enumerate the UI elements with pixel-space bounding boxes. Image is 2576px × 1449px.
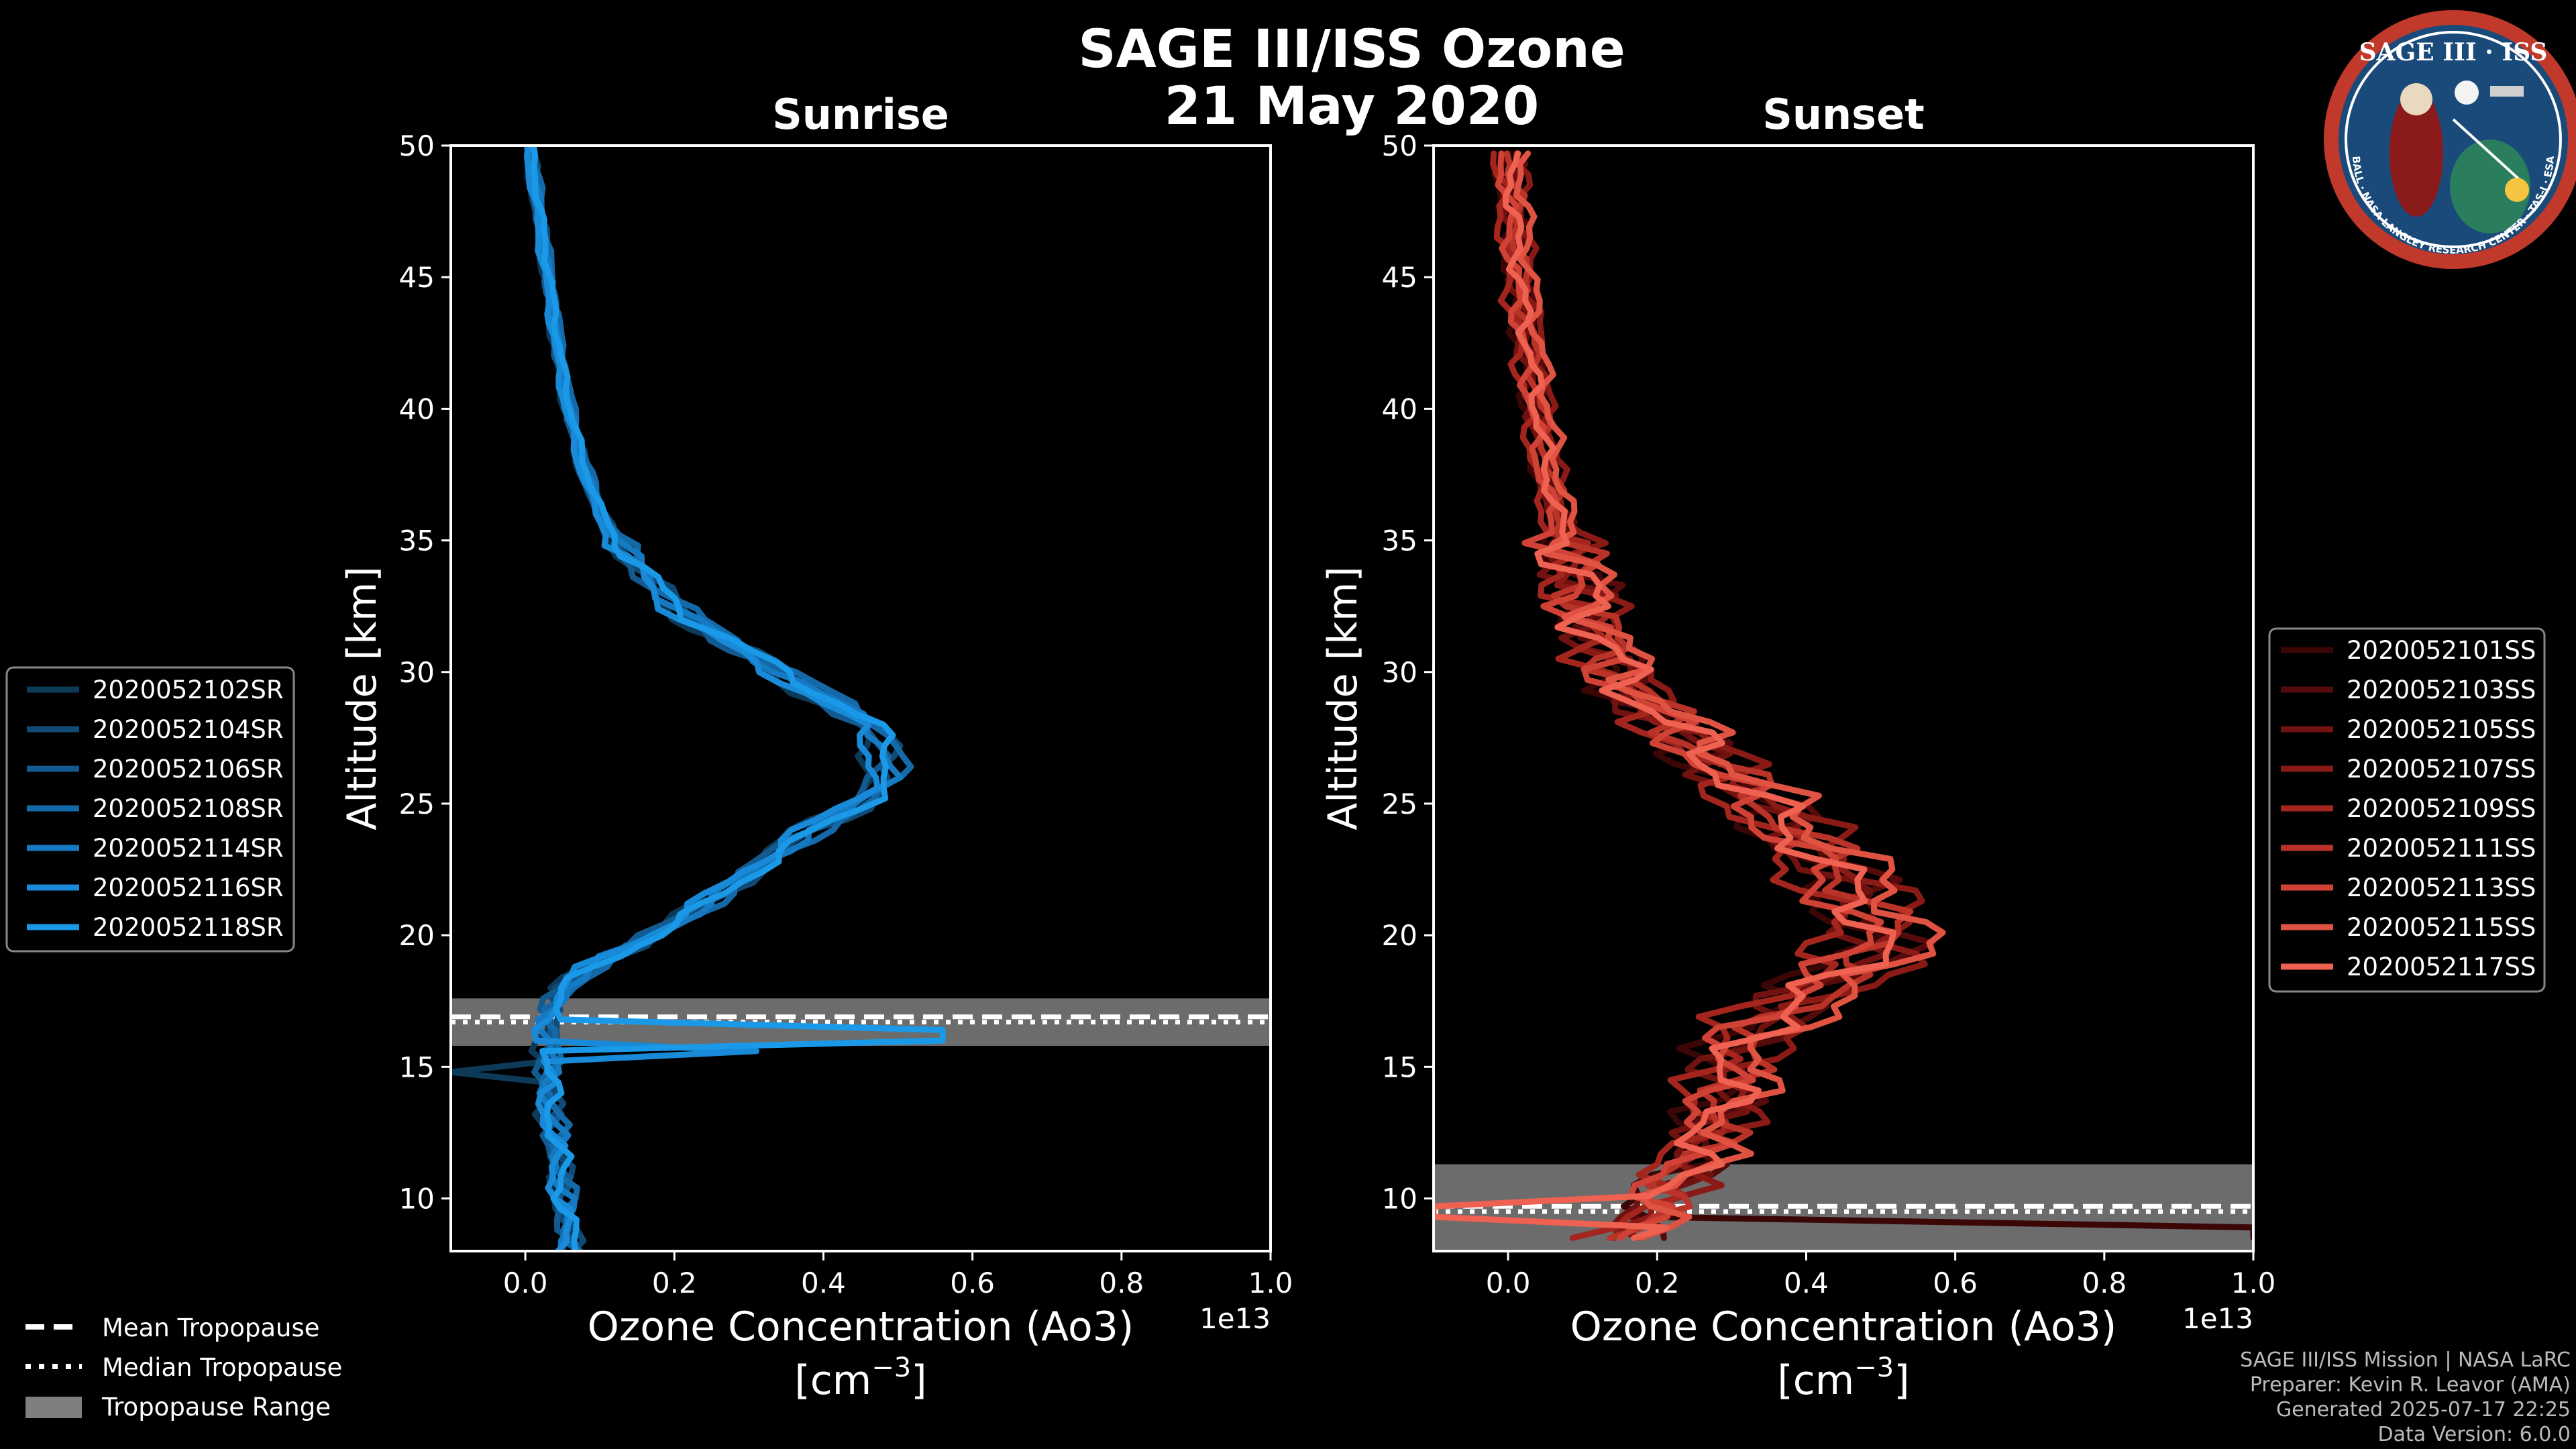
sunrise-x-tick-label: 0.0	[503, 1267, 548, 1299]
sunset-y-tick-label: 45	[1382, 261, 1417, 294]
sunset-y-tick-label: 35	[1382, 525, 1417, 557]
patch-light-beam-icon	[2452, 118, 2528, 188]
patch-sun-icon	[2505, 178, 2529, 202]
sunset-legend-label-2020052111SS: 2020052111SS	[2347, 834, 2536, 863]
sunrise-legend: 2020052102SR 2020052104SR 2020052106SR 2020…	[5, 666, 295, 953]
sunset-x-tick-label: 0.8	[2082, 1267, 2127, 1299]
sunset-series-line-2020052117SS	[1434, 150, 1897, 1241]
sunset-legend-label-2020052115SS: 2020052115SS	[2347, 913, 2536, 942]
credit-line-mission: SAGE III/ISS Mission | NASA LaRC	[2240, 1348, 2571, 1372]
credits-block: SAGE III/ISS Mission | NASA LaRC Prepare…	[2240, 1348, 2571, 1446]
sunrise-y-tick-label: 30	[399, 656, 435, 689]
sunrise-legend-frame	[5, 666, 295, 953]
sunset-legend-label-2020052113SS: 2020052113SS	[2347, 873, 2536, 902]
sunrise-legend-label-2020052108SR: 2020052108SR	[93, 794, 284, 823]
sunrise-legend-label-2020052106SR: 2020052106SR	[93, 755, 284, 784]
sunset-y-tick-label: 20	[1382, 919, 1417, 952]
sunset-series-layer	[1434, 150, 2253, 1241]
sunrise-x-ticks: 0.0 0.2 0.4 0.6 0.8 1.0	[503, 1251, 1293, 1299]
sunrise-x-tick-label: 1.0	[1248, 1267, 1293, 1299]
sunrise-y-tick-label: 40	[399, 392, 435, 425]
sunset-panel: 0.0 0.2 0.4 0.6 0.8 1.0 10 15 20 25 30 35 40 45 50 1e…	[1320, 129, 2275, 1404]
sunset-x-ticks: 0.0 0.2 0.4 0.6 0.8 1.0	[1486, 1251, 2276, 1299]
sunset-x-tick-label: 0.0	[1486, 1267, 1531, 1299]
sunset-y-tick-label: 15	[1382, 1051, 1417, 1083]
patch-wizard-head-icon	[2400, 83, 2432, 115]
sunrise-y-tick-label: 45	[399, 261, 435, 294]
sunrise-y-ticks: 10 15 20 25 30 35 40 45 50	[399, 129, 451, 1216]
sunrise-series-line-2020052118SR	[531, 146, 946, 1251]
sunset-x-tick-label: 0.2	[1635, 1267, 1680, 1299]
tropopause-range-legend-label: Tropopause Range	[101, 1393, 331, 1421]
sunrise-x-axis-unit: [cm−3]	[794, 1352, 926, 1404]
sunset-x-tick-label: 1.0	[2231, 1267, 2276, 1299]
credit-line-data-version: Data Version: 6.0.0	[2378, 1423, 2571, 1446]
sunrise-series-layer	[451, 146, 946, 1251]
sunrise-x-tick-label: 0.6	[950, 1267, 995, 1299]
sunrise-y-tick-label: 50	[399, 129, 435, 162]
tropopause-legend: Mean Tropopause Median Tropopause Tropop…	[25, 1313, 342, 1421]
patch-wizard-figure-icon	[2390, 89, 2443, 217]
sunrise-legend-label-2020052114SR: 2020052114SR	[93, 834, 284, 863]
sunset-x-axis-label: Ozone Concentration (Ao3)	[1570, 1303, 2117, 1350]
sunset-y-axis-label: Altitude [km]	[1320, 566, 1366, 830]
sunrise-plot-area	[451, 146, 1271, 1251]
sunrise-x-tick-label: 0.2	[652, 1267, 697, 1299]
sage-iii-iss-mission-patch: SAGE III · ISS BALL · NASA LANGLEY RESEA…	[2324, 10, 2576, 269]
sunset-legend-label-2020052109SS: 2020052109SS	[2347, 794, 2536, 823]
figure-title-line1: SAGE III/ISS Ozone	[1078, 19, 1625, 80]
sunset-legend-label-2020052103SS: 2020052103SS	[2347, 676, 2536, 704]
credit-line-generated: Generated 2025-07-17 22:25	[2276, 1398, 2571, 1421]
sunrise-y-tick-label: 25	[399, 788, 435, 820]
sunset-y-tick-label: 30	[1382, 656, 1417, 689]
sunset-series-line-2020052107SS	[1513, 150, 1928, 1241]
median-tropopause-legend-label: Median Tropopause	[102, 1353, 342, 1382]
patch-earth-icon	[2450, 140, 2530, 233]
sunrise-y-tick-label: 35	[399, 525, 435, 557]
sunset-series-line-2020052115SS	[1513, 150, 1946, 1241]
sunrise-legend-label-2020052116SR: 2020052116SR	[93, 873, 284, 902]
sunrise-y-tick-label: 10	[399, 1183, 435, 1216]
sunrise-series-line-2020052108SR	[529, 146, 914, 1251]
sunrise-axes-frame	[449, 144, 1272, 1252]
sunset-y-tick-label: 10	[1382, 1183, 1417, 1216]
sunset-y-ticks: 10 15 20 25 30 35 40 45 50	[1382, 129, 1434, 1216]
sunrise-legend-label-2020052102SR: 2020052102SR	[93, 676, 284, 704]
sunset-x-tick-label: 0.4	[1784, 1267, 1829, 1299]
sunset-x-tick-label: 0.6	[1933, 1267, 1978, 1299]
sunset-y-tick-label: 50	[1382, 129, 1417, 162]
credit-line-preparer: Preparer: Kevin R. Leavor (AMA)	[2250, 1373, 2571, 1397]
figure-title-line2: 21 May 2020	[1165, 76, 1540, 137]
sunset-x-axis-unit: [cm−3]	[1777, 1352, 1909, 1404]
sunrise-legend-label-2020052104SR: 2020052104SR	[93, 715, 284, 744]
sunset-plot-area	[1434, 146, 2253, 1251]
patch-title-text: SAGE III · ISS	[2359, 38, 2548, 66]
sunset-x-scale-label: 1e13	[2182, 1302, 2253, 1335]
patch-iss-icon	[2490, 86, 2524, 97]
sunset-legend-label-2020052117SS: 2020052117SS	[2347, 953, 2536, 981]
sunrise-x-tick-label: 0.8	[1099, 1267, 1144, 1299]
mean-tropopause-legend-label: Mean Tropopause	[102, 1313, 320, 1342]
sunrise-y-tick-label: 15	[399, 1051, 435, 1083]
sunset-y-tick-label: 25	[1382, 788, 1417, 820]
sunrise-y-tick-label: 20	[399, 919, 435, 952]
sunset-y-tick-label: 40	[1382, 392, 1417, 425]
sunrise-x-tick-label: 0.4	[801, 1267, 846, 1299]
sunrise-x-axis-label: Ozone Concentration (Ao3)	[588, 1303, 1134, 1350]
tropopause-range-legend-swatch	[25, 1397, 82, 1418]
sunset-legend-label-2020052105SS: 2020052105SS	[2347, 715, 2536, 744]
sunrise-panel: 0.0 0.2 0.4 0.6 0.8 1.0 10 15 20 25 30 35 40 45 50 1e…	[339, 129, 1293, 1404]
sunrise-y-axis-label: Altitude [km]	[339, 566, 386, 830]
sunset-legend-label-2020052101SS: 2020052101SS	[2347, 636, 2536, 665]
sunset-legend: 2020052101SS 2020052103SS 2020052105SS 2020…	[2268, 627, 2546, 993]
patch-moon-icon	[2455, 80, 2479, 105]
sunset-legend-frame	[2268, 627, 2546, 993]
sunrise-panel-title: Sunrise	[772, 90, 949, 139]
sunrise-legend-label-2020052118SR: 2020052118SR	[93, 913, 284, 942]
sunset-panel-title: Sunset	[1762, 90, 1925, 139]
sunset-legend-label-2020052107SS: 2020052107SS	[2347, 755, 2536, 784]
sunset-axes-frame	[1432, 144, 2255, 1252]
sunrise-x-scale-label: 1e13	[1199, 1302, 1271, 1335]
